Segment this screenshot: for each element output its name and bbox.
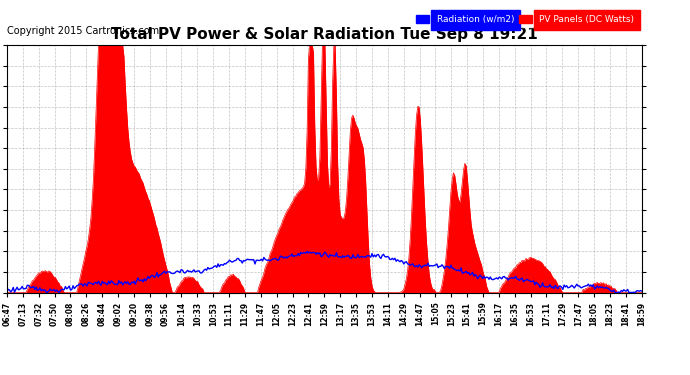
Text: Copyright 2015 Cartronics.com: Copyright 2015 Cartronics.com — [7, 26, 159, 36]
Legend: Radiation (w/m2), PV Panels (DC Watts): Radiation (w/m2), PV Panels (DC Watts) — [413, 12, 637, 27]
Title: Total PV Power & Solar Radiation Tue Sep 8 19:21: Total PV Power & Solar Radiation Tue Sep… — [111, 27, 538, 42]
